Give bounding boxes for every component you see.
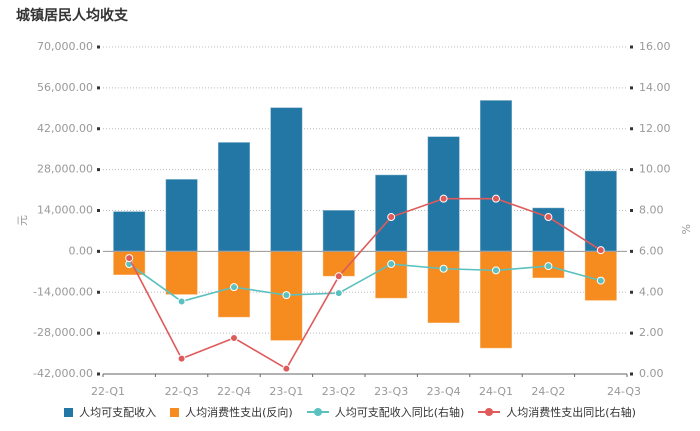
bar-expense (479, 250, 513, 349)
x-tick-label: 24-Q3 (607, 385, 641, 398)
y-tick-label: -28,000.00 (33, 326, 93, 339)
tick-mark (97, 168, 100, 172)
x-tick-label: 23-Q4 (427, 385, 461, 398)
data-point (439, 264, 448, 273)
bar-expense (374, 250, 408, 299)
data-point (544, 213, 553, 222)
bar-income (269, 106, 303, 252)
data-point (230, 334, 238, 343)
legend-item[interactable]: 人均可支配收入 (64, 404, 156, 420)
y2-tick-label: 2.00 (639, 326, 664, 339)
legend-square-icon (64, 407, 74, 417)
tick-mark (630, 127, 633, 131)
y2-tick-label: 6.00 (639, 244, 664, 257)
bar-income (165, 178, 199, 252)
y2-tick-label: 0.00 (639, 367, 664, 380)
x-tick-label: 23-Q2 (322, 385, 356, 398)
tick-mark (630, 372, 633, 376)
y-axis-label: 元 (16, 215, 29, 226)
bar-income (584, 170, 618, 252)
x-tick-label: 23-Q1 (269, 385, 303, 398)
tick-mark (630, 168, 633, 172)
tick-mark (97, 249, 100, 253)
data-point (596, 276, 605, 285)
legend-label: 人均消费性支出(反向) (185, 406, 293, 419)
tick-mark (97, 127, 100, 131)
legend: 人均可支配收入 人均消费性支出(反向) 人均可支配收入同比(右轴) 人均消费性支出同比… (0, 404, 700, 420)
y-tick-label: 70,000.00 (37, 40, 93, 53)
data-point (282, 364, 291, 373)
y-tick-label: 0.00 (69, 244, 94, 257)
data-point (544, 262, 553, 271)
tick-mark (97, 45, 100, 49)
legend-item[interactable]: 人均消费性支出同比(右轴) (478, 404, 636, 420)
bar-income (427, 135, 461, 252)
bar-expense (165, 250, 199, 296)
data-point (596, 246, 605, 255)
tick-mark (630, 45, 633, 49)
chart-title: 城镇居民人均收支 (16, 8, 128, 24)
x-tick-label: 22-Q1 (91, 385, 125, 398)
y-tick-label: 56,000.00 (37, 81, 93, 94)
y2-tick-label: 14.00 (639, 81, 671, 94)
bar-income (217, 141, 251, 252)
legend-square-icon (170, 407, 180, 417)
y-tick-label: 14,000.00 (37, 204, 93, 217)
legend-label: 人均可支配收入同比(右轴) (334, 406, 465, 419)
legend-line-icon (478, 408, 501, 416)
tick-mark (630, 209, 633, 212)
y2-tick-label: 12.00 (639, 122, 671, 135)
data-point (177, 354, 186, 363)
y-tick-label: 42,000.00 (37, 122, 93, 135)
tick-mark (630, 331, 633, 335)
data-point (230, 283, 238, 292)
tick-mark (97, 86, 100, 90)
bar-income (112, 210, 146, 252)
bar-income (479, 99, 513, 252)
x-tick-label: 23-Q3 (374, 385, 408, 398)
data-point (492, 266, 500, 275)
series-line (128, 263, 602, 303)
x-tick-label: 24-Q1 (479, 385, 513, 398)
tick-mark (630, 86, 633, 90)
y-tick-label: -14,000.00 (33, 285, 93, 298)
tick-mark (97, 372, 100, 376)
data-point (387, 260, 396, 269)
series-line (128, 197, 602, 370)
y2-tick-label: 4.00 (639, 285, 664, 298)
y2-tick-label: 10.00 (639, 163, 671, 176)
legend-line-icon (306, 408, 329, 416)
tick-mark (97, 209, 100, 212)
tick-mark (97, 331, 100, 335)
data-point (334, 289, 343, 298)
data-point (387, 213, 396, 222)
data-point (439, 194, 448, 203)
data-point (177, 297, 186, 306)
legend-item[interactable]: 人均可支配收入同比(右轴) (306, 404, 465, 420)
y2-tick-label: 16.00 (639, 40, 671, 53)
y-tick-label: -42,000.00 (33, 367, 93, 380)
data-point (282, 291, 291, 300)
data-point (492, 194, 500, 203)
bar-expense (584, 250, 618, 302)
bar-expense (427, 250, 461, 324)
tick-mark (97, 290, 100, 294)
chart-svg: 70,000.00 16.00 56,000.00 14.00 42,000.00 12.… (16, 40, 692, 398)
tick-mark (630, 249, 633, 253)
y2-tick-label: 8.00 (639, 204, 664, 217)
data-point (125, 254, 134, 263)
y2-axis-label: % (679, 224, 692, 234)
y-tick-label: 28,000.00 (37, 163, 93, 176)
x-tick-label: 22-Q4 (217, 385, 251, 398)
data-point (334, 272, 343, 281)
legend-label: 人均可支配收入 (79, 406, 157, 419)
x-tick-label: 24-Q2 (531, 385, 565, 398)
bar-income (322, 209, 356, 252)
tick-mark (630, 290, 633, 294)
legend-item[interactable]: 人均消费性支出(反向) (170, 404, 293, 420)
x-tick-label: 22-Q3 (165, 385, 199, 398)
legend-label: 人均消费性支出同比(右轴) (506, 406, 636, 419)
